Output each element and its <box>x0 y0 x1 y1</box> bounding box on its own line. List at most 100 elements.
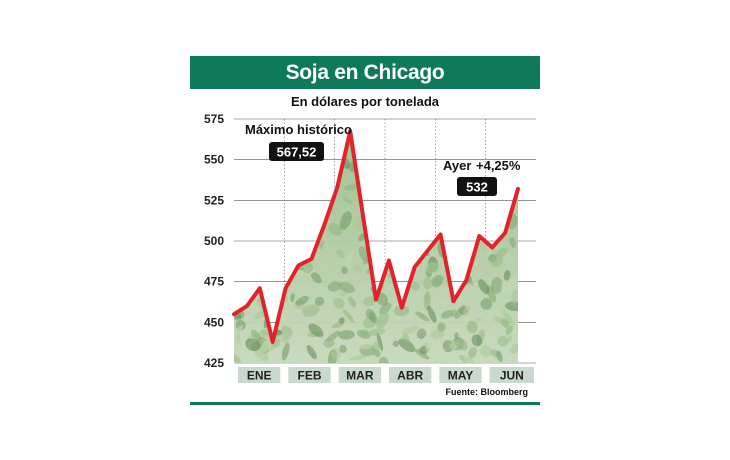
leaf-shape <box>272 168 283 176</box>
leaf-shape <box>463 305 470 317</box>
chart-card: Soja en Chicago En dólares por tonelada … <box>190 56 540 406</box>
leaf-shape <box>426 135 437 152</box>
leaf-shape <box>353 264 363 274</box>
leaf-shape <box>511 289 518 306</box>
leaf-shape <box>234 258 242 271</box>
leaf-shape <box>407 240 418 249</box>
leaf-shape <box>266 229 280 245</box>
leaf-shape <box>327 281 342 292</box>
leaf-shape <box>494 215 502 235</box>
leaf-shape <box>422 162 438 176</box>
leaf-shape <box>234 242 237 254</box>
leaf-shape <box>376 312 390 329</box>
leaf-shape <box>409 304 416 320</box>
leaf-shape <box>480 298 493 310</box>
leaf-shape <box>281 194 292 213</box>
leaf-shape <box>370 183 381 194</box>
max-value-box <box>269 142 324 161</box>
leaf-shape <box>443 150 455 157</box>
leaf-shape <box>348 354 368 361</box>
leaf-shape <box>281 342 290 361</box>
leaf-shape <box>339 281 355 294</box>
leaf-shape <box>442 276 451 289</box>
annotations: Máximo histórico 567,52 Ayer +4,25% 532 <box>245 122 521 196</box>
leaf-shape <box>234 170 246 183</box>
leaf-shape <box>256 246 265 254</box>
leaf-shape <box>339 211 352 230</box>
leaf-shape <box>373 231 387 240</box>
max-annotation-label: Máximo histórico <box>245 122 352 137</box>
leaf-shape <box>250 300 262 310</box>
leaf-shape <box>266 178 276 190</box>
leaf-shape <box>392 207 406 223</box>
leaf-shape <box>378 194 391 203</box>
leaf-shape <box>496 247 509 257</box>
leaf-shape <box>368 200 378 209</box>
leaf-shape <box>339 344 347 354</box>
leaf-shape <box>389 245 398 251</box>
leaf-shape <box>331 347 341 360</box>
leaf-shape <box>262 208 270 217</box>
leaf-shape <box>279 253 287 259</box>
month-axis: ENE FEB MAR ABR MAY JUN <box>238 367 534 383</box>
leaf-shape <box>455 147 469 157</box>
leaf-shape <box>480 345 492 358</box>
leaf-shape <box>369 164 377 179</box>
leaf-shape <box>314 296 325 306</box>
leaf-shape <box>297 188 305 200</box>
leaf-shape <box>401 210 418 224</box>
leaf-shape <box>457 252 465 271</box>
leaf-shape <box>399 134 410 144</box>
leaf-shape <box>235 181 248 192</box>
leaf-shape <box>416 150 425 163</box>
leaf-shape <box>423 277 433 290</box>
leaf-shape <box>454 305 466 319</box>
leaf-shape <box>437 322 446 332</box>
leaf-shape <box>507 175 515 182</box>
leaf-shape <box>250 138 264 150</box>
leaf-shape <box>501 281 512 294</box>
leaf-shape <box>371 341 380 356</box>
leaf-shape <box>376 189 382 197</box>
leaf-shape <box>261 170 268 178</box>
series-line <box>232 129 520 344</box>
leaf-shape <box>290 293 295 303</box>
leaf-shape <box>234 266 240 280</box>
leaf-shape <box>447 214 467 219</box>
leaf-shape <box>392 340 400 347</box>
leaf-shape <box>456 210 465 221</box>
leaf-shape <box>234 203 241 216</box>
leaf-shape <box>306 345 317 360</box>
leaf-shape <box>406 185 420 200</box>
leaf-shape <box>323 338 335 349</box>
leaf-shape <box>481 213 491 220</box>
leaf-shape <box>393 141 408 153</box>
leaf-shape <box>466 320 478 334</box>
leaf-shape <box>408 152 414 165</box>
leaf-shape <box>269 171 278 180</box>
bottom-rule <box>190 402 540 405</box>
leaf-shape <box>440 193 449 204</box>
leaf-shape <box>276 239 293 244</box>
leaf-shape <box>442 210 455 222</box>
leaf-shape <box>447 244 457 254</box>
leaf-shape <box>253 347 269 362</box>
leaf-shape <box>257 214 274 220</box>
month-box <box>489 367 534 383</box>
leaf-shape <box>490 254 504 268</box>
leaf-shape <box>442 340 454 353</box>
leaf-shape <box>283 330 292 344</box>
last-value-box <box>457 177 497 196</box>
leaf-shape <box>308 323 324 338</box>
month-box <box>238 367 281 383</box>
leaf-shape <box>398 338 416 353</box>
leaf-shape <box>470 141 480 151</box>
y-tick-label: 550 <box>204 153 224 167</box>
leaf-shape <box>260 176 270 194</box>
leaf-shape <box>401 325 419 335</box>
leaf-shape <box>300 166 310 179</box>
leaf-shape <box>337 191 345 202</box>
month-box <box>389 367 432 383</box>
leaf-shape <box>307 215 318 221</box>
leaf-shape <box>460 222 474 235</box>
